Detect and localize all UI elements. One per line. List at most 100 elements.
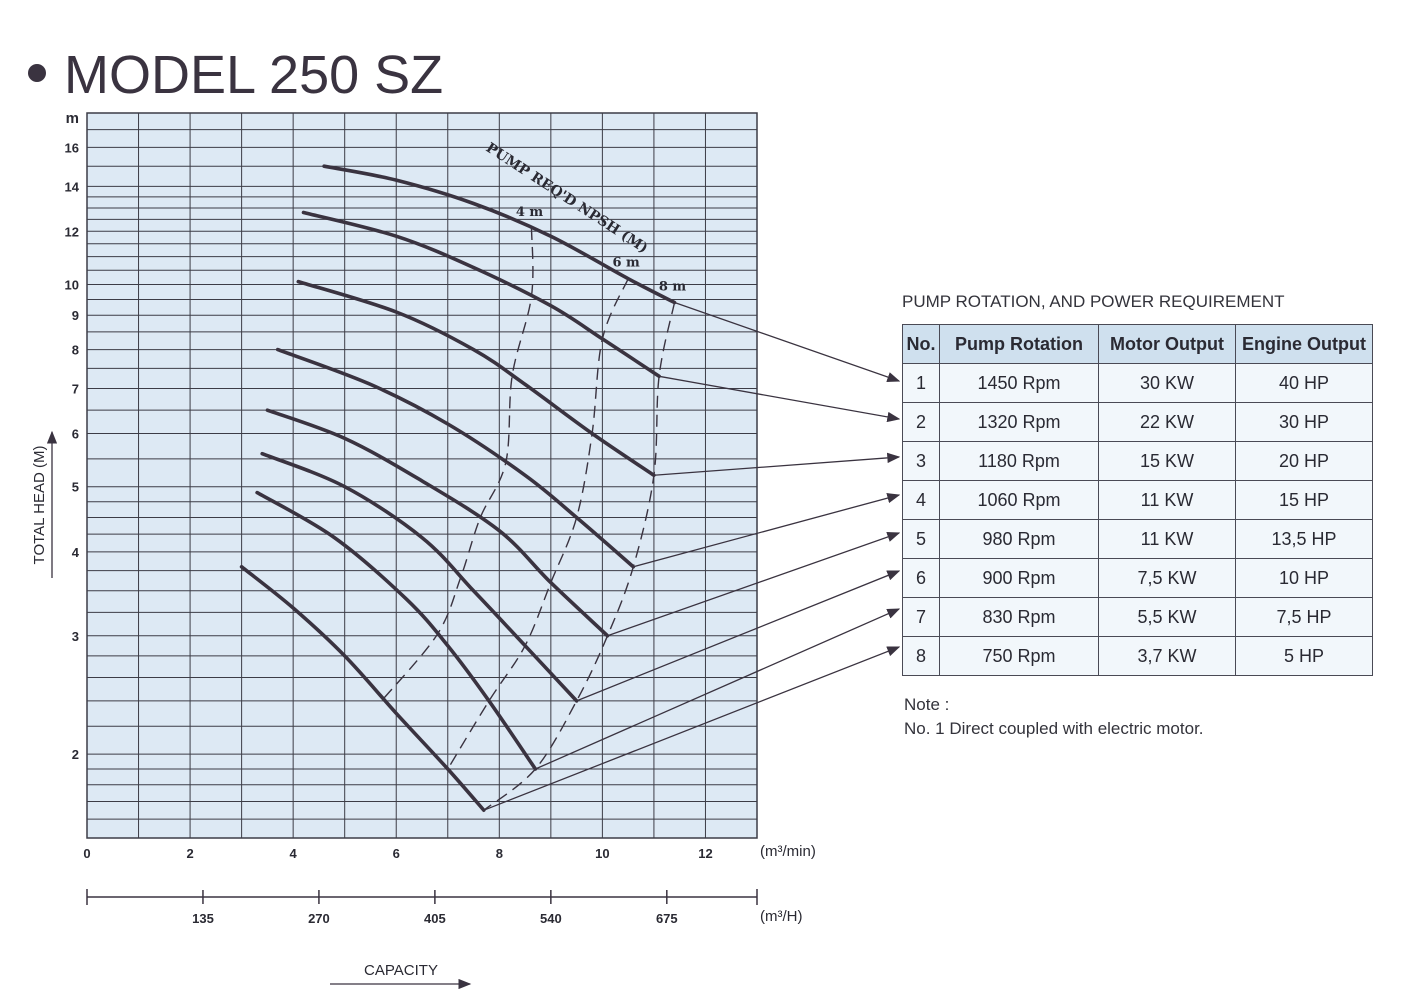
cell-no: 1 — [902, 363, 940, 403]
curve-leader-arrow — [633, 493, 900, 568]
y-tick-label: 10 — [65, 277, 79, 292]
table-title: PUMP ROTATION, AND POWER REQUIREMENT — [902, 292, 1285, 311]
x-tick-label: 4 — [290, 846, 298, 861]
curve-leader-arrow — [535, 608, 900, 770]
x-tick-label: 12 — [698, 846, 712, 861]
x-unit-bottom: (m³/H) — [760, 908, 802, 925]
column-header-motor-output: Motor Output — [1098, 324, 1236, 364]
y-tick-label: 7 — [72, 382, 79, 397]
x-tick-label: 0 — [83, 846, 90, 861]
curve-leader-arrow — [576, 570, 900, 702]
cell-no: 4 — [902, 480, 940, 520]
cell-rotation: 1320 Rpm — [939, 402, 1099, 442]
curve-leader-arrow — [653, 452, 900, 476]
x-tick-label-secondary: 135 — [192, 911, 214, 926]
cell-engine: 13,5 HP — [1235, 519, 1373, 559]
cell-rotation: 1180 Rpm — [939, 441, 1099, 481]
pump-curve-8 — [239, 565, 486, 812]
npsh-dashed-line — [483, 302, 676, 811]
bullet-icon — [28, 63, 46, 82]
note-heading: Note : — [904, 695, 950, 714]
cell-motor: 11 KW — [1098, 519, 1236, 559]
cell-motor: 15 KW — [1098, 441, 1236, 481]
x-tick-label: 6 — [393, 846, 400, 861]
y-tick-label: 8 — [72, 343, 79, 358]
y-unit-label: m — [66, 110, 79, 127]
title-text: MODEL 250 SZ — [64, 45, 444, 105]
x-tick-label-secondary: 270 — [308, 911, 330, 926]
cell-no: 8 — [902, 636, 940, 676]
cell-rotation: 830 Rpm — [939, 597, 1099, 637]
note: Note : No. 1 Direct coupled with electri… — [904, 693, 1204, 741]
x-axis-label: CAPACITY — [364, 962, 438, 979]
cell-no: 6 — [902, 558, 940, 598]
table-row: 5 980 Rpm 11 KW 13,5 HP — [902, 519, 1373, 559]
cell-engine: 7,5 HP — [1235, 597, 1373, 637]
npsh-value-label: 8 m — [659, 280, 687, 295]
cell-engine: 30 HP — [1235, 402, 1373, 442]
pump-curve-1 — [322, 164, 677, 305]
cell-motor: 5,5 KW — [1098, 597, 1236, 637]
npsh-value-label: 6 m — [612, 256, 640, 271]
cell-engine: 10 HP — [1235, 558, 1373, 598]
cell-motor: 30 KW — [1098, 363, 1236, 403]
cell-motor: 7,5 KW — [1098, 558, 1236, 598]
x-tick-label: 10 — [595, 846, 609, 861]
column-header-pump-rotation: Pump Rotation — [939, 324, 1099, 364]
cell-engine: 5 HP — [1235, 636, 1373, 676]
cell-no: 2 — [902, 402, 940, 442]
pump-curve-3 — [296, 279, 656, 478]
pump-curve-4 — [275, 347, 636, 569]
pump-curve-5 — [265, 408, 610, 638]
cell-motor: 11 KW — [1098, 480, 1236, 520]
y-tick-label: 2 — [72, 747, 79, 762]
note-text: No. 1 Direct coupled with electric motor… — [904, 719, 1204, 738]
curve-leader-arrow — [607, 531, 900, 637]
cell-engine: 40 HP — [1235, 363, 1373, 403]
table-row: 6 900 Rpm 7,5 KW 10 HP — [902, 558, 1373, 598]
pump-rotation-table: No. Pump Rotation Motor Output Engine Ou… — [902, 324, 1373, 676]
y-tick-label: 6 — [72, 427, 79, 442]
page-title: MODEL 250 SZ — [28, 44, 443, 106]
cell-rotation: 980 Rpm — [939, 519, 1099, 559]
cell-motor: 22 KW — [1098, 402, 1236, 442]
table-header-row: No. Pump Rotation Motor Output Engine Ou… — [902, 324, 1373, 364]
cell-motor: 3,7 KW — [1098, 636, 1236, 676]
plot-area — [86, 112, 758, 839]
cell-no: 3 — [902, 441, 940, 481]
y-tick-label: 16 — [65, 140, 79, 155]
x-tick-label: 8 — [496, 846, 503, 861]
y-tick-label: 3 — [72, 629, 79, 644]
y-tick-label: 4 — [72, 545, 80, 560]
pump-curve-6 — [260, 451, 579, 703]
y-tick-label: 9 — [72, 308, 79, 323]
table-row: 2 1320 Rpm 22 KW 30 HP — [902, 402, 1373, 442]
cell-engine: 15 HP — [1235, 480, 1373, 520]
npsh-dashed-line — [447, 278, 629, 770]
pump-curve-7 — [255, 490, 538, 771]
x-unit-top: (m³/min) — [760, 843, 816, 860]
pump-performance-chart: 2 3 4 5 6 7 8 9 10 12 14 16 m TOTAL HEAD (M) 0 2 4 6 8 10 12… — [31, 110, 900, 990]
curve-leader-arrow — [674, 301, 900, 383]
cell-rotation: 750 Rpm — [939, 636, 1099, 676]
table-row: 7 830 Rpm 5,5 KW 7,5 HP — [902, 597, 1373, 637]
y-axis-label: TOTAL HEAD (M) — [31, 446, 48, 565]
curve-leader-arrow — [658, 375, 900, 423]
cell-rotation: 1060 Rpm — [939, 480, 1099, 520]
x-tick-label-secondary: 405 — [424, 911, 446, 926]
cell-no: 5 — [902, 519, 940, 559]
y-tick-label: 14 — [65, 179, 80, 194]
x-tick-label-secondary: 675 — [656, 911, 678, 926]
cell-rotation: 1450 Rpm — [939, 363, 1099, 403]
cell-engine: 20 HP — [1235, 441, 1373, 481]
x-tick-label-secondary: 540 — [540, 911, 562, 926]
table-row: 4 1060 Rpm 11 KW 15 HP — [902, 480, 1373, 520]
curve-leader-arrow — [483, 646, 900, 811]
table-row: 1 1450 Rpm 30 KW 40 HP — [902, 363, 1373, 403]
y-tick-label: 5 — [72, 480, 79, 495]
y-tick-label: 12 — [65, 224, 79, 239]
table-row: 8 750 Rpm 3,7 KW 5 HP — [902, 636, 1373, 676]
cell-rotation: 900 Rpm — [939, 558, 1099, 598]
column-header-engine-output: Engine Output — [1235, 324, 1373, 364]
cell-no: 7 — [902, 597, 940, 637]
